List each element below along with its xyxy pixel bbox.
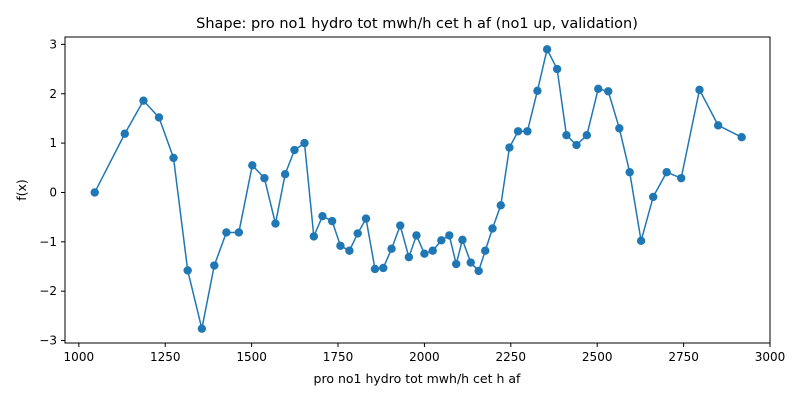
x-tick-label: 1000 bbox=[64, 350, 95, 364]
data-point bbox=[300, 138, 309, 148]
data-point bbox=[533, 86, 542, 95]
data-point bbox=[625, 168, 634, 177]
data-point bbox=[169, 153, 178, 163]
x-tick-label: 2250 bbox=[496, 350, 527, 364]
data-point bbox=[562, 131, 571, 140]
x-tick-label: 1750 bbox=[323, 350, 354, 364]
x-tick-label: 2000 bbox=[409, 350, 440, 364]
data-point bbox=[452, 259, 461, 269]
data-point bbox=[336, 241, 345, 250]
data-point bbox=[488, 224, 497, 233]
data-point bbox=[676, 173, 686, 183]
data-point bbox=[309, 232, 319, 241]
y-tick-label: 3 bbox=[49, 37, 57, 51]
axes bbox=[64, 36, 771, 344]
data-point bbox=[154, 113, 164, 122]
data-point bbox=[695, 85, 704, 95]
plot-area bbox=[90, 45, 746, 333]
data-point bbox=[379, 263, 388, 273]
data-point bbox=[552, 64, 562, 74]
data-point bbox=[604, 87, 613, 96]
data-point bbox=[290, 145, 299, 155]
data-point bbox=[713, 121, 723, 130]
data-point bbox=[474, 266, 483, 276]
y-tick-label: −1 bbox=[39, 235, 57, 249]
y-axis-ticks: −3 −2 −1 0 1 2 3 bbox=[39, 37, 65, 348]
data-point bbox=[353, 229, 362, 238]
data-point bbox=[636, 236, 646, 246]
data-point bbox=[496, 201, 505, 210]
data-point bbox=[404, 252, 414, 262]
data-point bbox=[345, 246, 354, 255]
x-axis-label: pro no1 hydro tot mwh/h cet h af bbox=[314, 371, 522, 386]
data-point bbox=[271, 219, 280, 228]
data-point bbox=[139, 96, 148, 105]
data-point bbox=[370, 264, 380, 274]
data-point bbox=[523, 127, 532, 136]
data-point bbox=[210, 261, 219, 270]
data-point bbox=[248, 161, 257, 170]
data-point bbox=[260, 173, 269, 183]
data-point bbox=[197, 324, 207, 333]
data-point bbox=[648, 192, 658, 202]
data-point bbox=[437, 236, 446, 245]
x-tick-label: 2750 bbox=[668, 350, 699, 364]
data-point bbox=[594, 84, 603, 94]
data-point bbox=[412, 231, 421, 240]
data-point bbox=[513, 127, 523, 136]
y-tick-label: 0 bbox=[49, 185, 57, 199]
data-point bbox=[466, 258, 475, 267]
x-tick-label: 3000 bbox=[755, 350, 786, 364]
data-point bbox=[387, 244, 396, 253]
y-tick-label: −2 bbox=[39, 284, 57, 298]
data-point bbox=[420, 249, 429, 258]
y-tick-label: −3 bbox=[39, 334, 57, 348]
plot-frame bbox=[64, 36, 771, 344]
x-tick-label: 1250 bbox=[150, 350, 181, 364]
x-axis-ticks: 1000 1250 1500 1750 2000 2250 2500 2750 3000 bbox=[64, 343, 786, 364]
data-point bbox=[396, 221, 405, 230]
chart-title: Shape: pro no1 hydro tot mwh/h cet h af … bbox=[196, 16, 638, 32]
y-tick-label: 2 bbox=[49, 87, 57, 101]
data-point bbox=[327, 216, 337, 226]
y-axis-label: f(x) bbox=[14, 179, 29, 201]
data-point bbox=[505, 143, 514, 152]
data-point bbox=[222, 228, 231, 237]
data-point bbox=[428, 246, 437, 255]
data-point bbox=[445, 231, 454, 240]
data-point bbox=[582, 131, 592, 140]
x-tick-label: 2500 bbox=[582, 350, 613, 364]
data-point bbox=[542, 45, 552, 54]
data-point bbox=[90, 188, 99, 197]
data-point bbox=[183, 266, 192, 275]
data-point bbox=[280, 170, 290, 179]
x-tick-label: 1500 bbox=[236, 350, 267, 364]
y-tick-label: 1 bbox=[49, 136, 57, 150]
data-point bbox=[318, 211, 327, 221]
data-point bbox=[615, 124, 624, 133]
data-point bbox=[361, 214, 371, 223]
data-point bbox=[662, 168, 671, 177]
data-point bbox=[572, 140, 581, 150]
data-point bbox=[481, 246, 490, 255]
data-point bbox=[458, 235, 467, 245]
data-point bbox=[120, 129, 129, 138]
data-point bbox=[234, 228, 244, 237]
data-point bbox=[737, 132, 746, 142]
